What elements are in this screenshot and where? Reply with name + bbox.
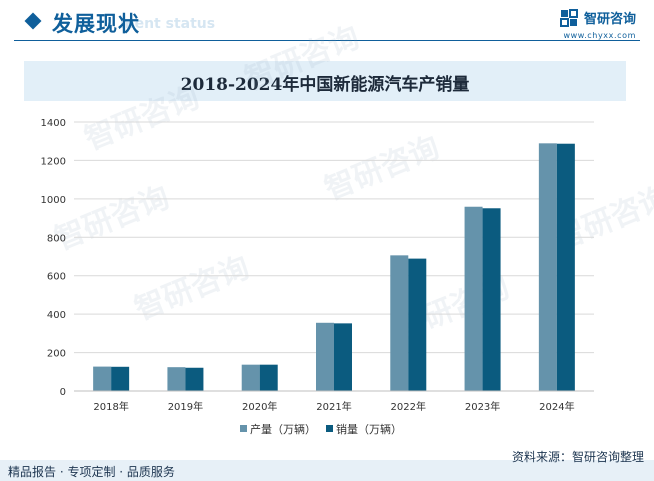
bar-production [241,364,260,391]
watermark-text: 智研咨询 [80,80,204,157]
footer-band [0,460,654,481]
y-tick-label: 800 [47,233,66,244]
watermark-text: 智研咨询 [130,250,254,327]
legend-label: 产量（万辆） [250,422,316,436]
data-source: 资料来源：智研咨询整理 [511,450,644,464]
bar-sales [408,258,427,391]
brand-name: 智研咨询 [583,12,636,27]
bar-production [464,206,483,391]
bar-sales [334,323,352,391]
x-tick-label: 2021年 [316,400,351,413]
watermark-text: 智研咨询 [320,130,444,207]
brand-mark-icon [559,8,578,27]
bar-sales [259,364,278,391]
bar-production [538,143,557,391]
bar-production [167,367,186,391]
header-divider [14,40,640,41]
bar-sales [111,366,130,391]
watermark-text: 智研咨询 [50,180,174,257]
y-tick-label: 1000 [41,195,66,206]
bar-production [316,322,334,391]
y-tick-label: 600 [47,272,66,283]
footer-tagline: 精品报告 · 专项定制 · 品质服务 [8,465,175,479]
x-tick-label: 2019年 [168,400,203,413]
x-tick-label: 2018年 [93,400,128,413]
chart-title-band: 2018-2024年中国新能源汽车产销量 [24,61,626,101]
legend-swatch [326,425,333,432]
x-tick-label: 2020年 [242,400,277,413]
bar-production [390,255,409,391]
x-tick-label: 2024年 [539,400,574,413]
bar-sales [556,143,575,391]
chart-title: 2018-2024年中国新能源汽车产销量 [180,75,470,95]
legend-swatch [240,425,247,432]
y-tick-label: 1200 [41,156,66,167]
section-subtitle: ment status [120,16,216,32]
y-tick-label: 200 [47,349,66,360]
page-header: ment status 发展现状 智研咨询 www.chyxx.com [0,0,654,44]
bar-sales [185,367,204,391]
x-tick-label: 2022年 [391,400,426,413]
y-tick-label: 0 [60,387,66,398]
brand-logo: 智研咨询 www.chyxx.com [559,8,636,40]
bar-production [93,366,112,391]
y-tick-label: 1400 [41,118,66,129]
watermark-text: 智研咨询 [240,20,364,97]
y-tick-label: 400 [47,310,66,321]
legend-label: 销量（万辆） [336,422,402,436]
brand-url: www.chyxx.com [563,31,636,40]
bar-sales [482,208,501,391]
x-tick-label: 2023年 [465,400,500,413]
section-title: 发展现状 [52,12,140,36]
